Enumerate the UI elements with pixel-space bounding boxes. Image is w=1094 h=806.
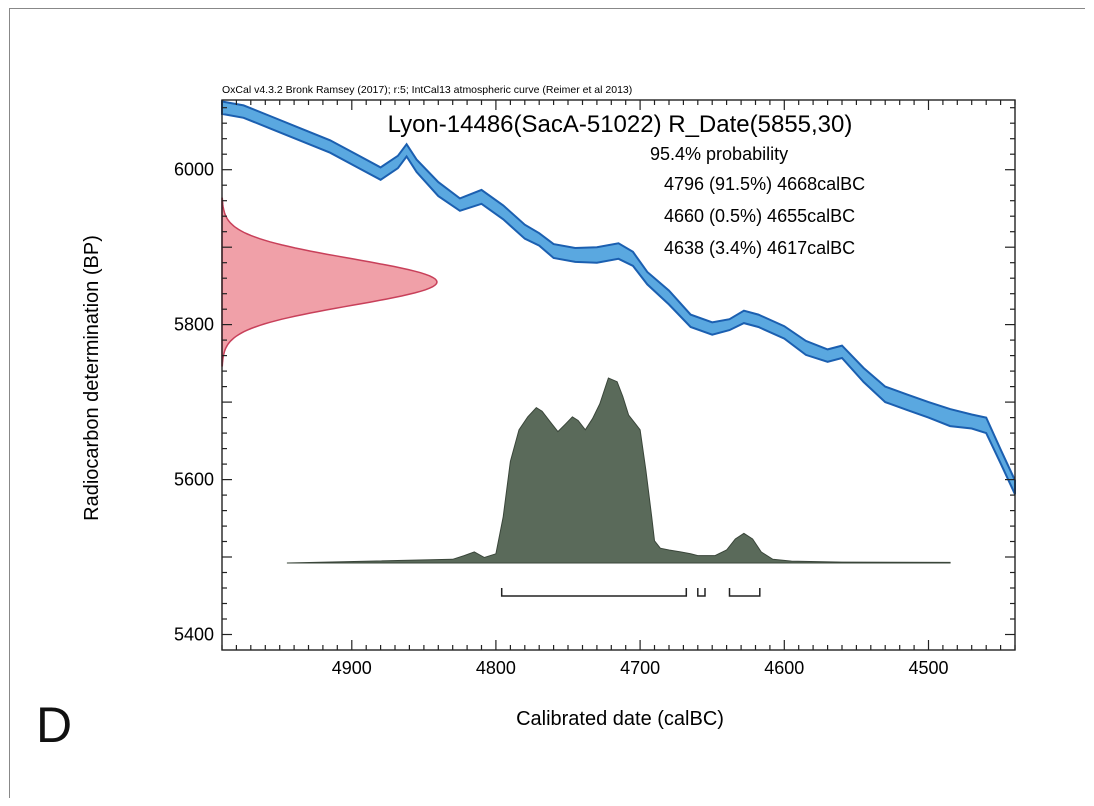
x-tick-label: 4600 (764, 658, 804, 678)
range-label-3: 4638 (3.4%) 4617calBC (664, 238, 855, 258)
posterior-distribution-area (286, 377, 951, 564)
probability-range-brackets (500, 588, 761, 597)
plot-border (221, 99, 1016, 651)
panel-letter: D (36, 697, 73, 753)
chart-title: Lyon-14486(SacA-51022) R_Date(5855,30) (388, 111, 853, 138)
y-tick-label: 6000 (174, 160, 214, 180)
range-bracket-3 (728, 588, 761, 597)
x-tick-label: 4700 (620, 658, 660, 678)
x-tick-label: 4900 (332, 658, 372, 678)
x-axis-label: Calibrated date (calBC) (516, 708, 724, 730)
range-label-1: 4796 (91.5%) 4668calBC (664, 174, 865, 194)
calibrated-posterior-distribution (286, 377, 951, 564)
radiocarbon-date-distribution (221, 197, 438, 367)
y-tick-label: 5800 (174, 315, 214, 335)
y-tick-label: 5400 (174, 625, 214, 645)
range-bracket-2 (697, 588, 706, 597)
y-tick-label: 5600 (174, 470, 214, 490)
range-bracket-1 (500, 588, 688, 597)
x-axis-ticks: 4900 4800 4700 4600 4500 (221, 100, 1016, 678)
x-tick-label: 4800 (476, 658, 516, 678)
chart-header: OxCal v4.3.2 Bronk Ramsey (2017); r:5; I… (222, 84, 632, 96)
radiocarbon-date-curve (221, 197, 438, 367)
x-tick-label: 4500 (908, 658, 948, 678)
range-label-2: 4660 (0.5%) 4655calBC (664, 206, 855, 226)
y-axis-ticks: 5400 5600 5800 6000 (174, 107, 1015, 645)
figure-frame (9, 8, 1085, 798)
y-axis-label: Radiocarbon determination (BP) (81, 235, 103, 521)
ranges-title: 95.4% probability (650, 144, 788, 164)
